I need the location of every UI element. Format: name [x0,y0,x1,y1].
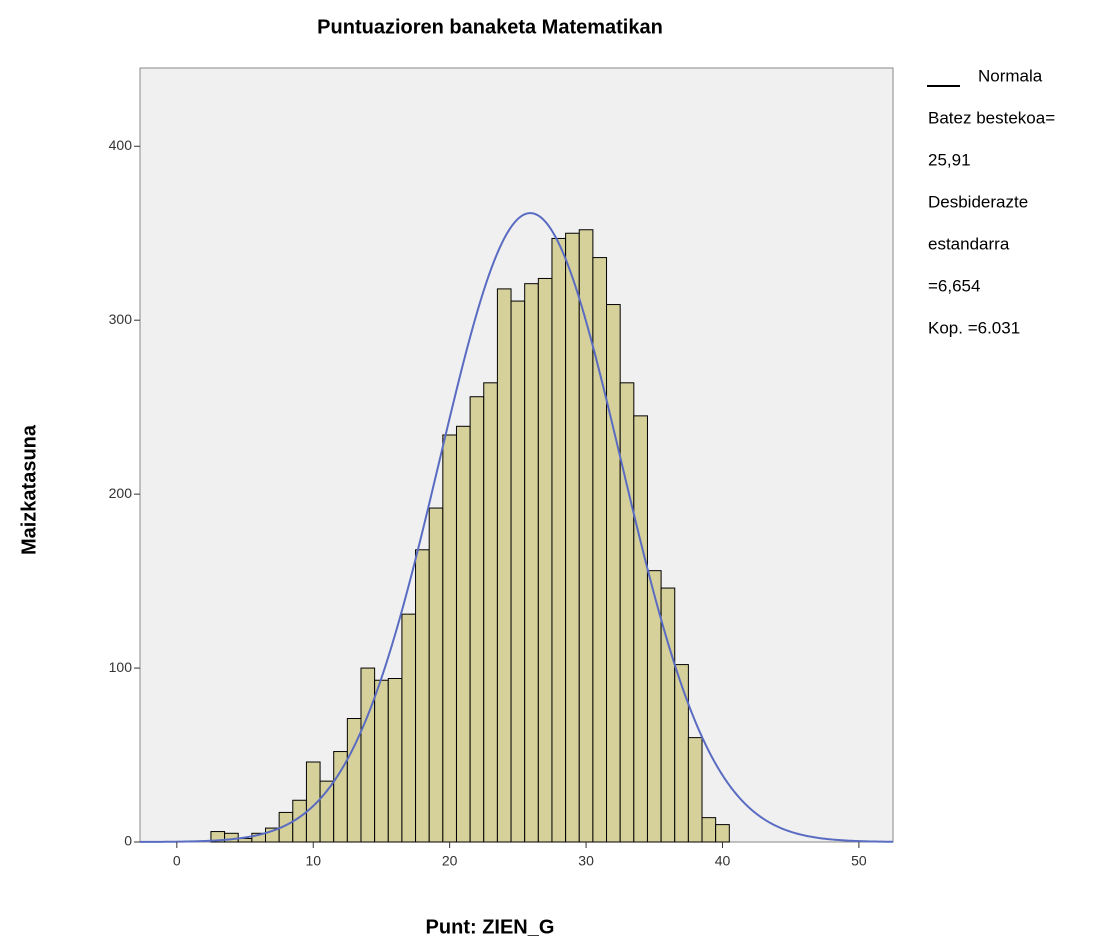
bar [360,667,376,843]
y-axis-title: Maizkatasuna [18,424,40,555]
legend-text: estandarra [928,234,1010,253]
bar [415,549,430,843]
y-tick-label: 200 [109,485,133,501]
bar [524,283,539,843]
x-tick-label: 0 [173,853,181,869]
y-tick-label: 300 [109,311,133,327]
legend-text: Desbiderazte [928,192,1028,211]
legend-text: Batez bestekoa= [928,108,1055,127]
bar [483,382,498,843]
x-tick-label: 50 [851,853,867,869]
normal-curve [139,212,894,843]
x-tick-label: 20 [442,853,458,869]
x-axis-title: Punt: ZIEN_G [426,916,555,938]
bar [428,507,444,843]
bar [674,664,689,843]
bar [510,300,526,843]
bar [633,415,648,843]
x-tick-label: 30 [578,853,594,869]
bar [715,824,730,843]
bar [387,678,403,843]
bar [687,737,703,843]
bar [592,257,608,843]
bar [619,382,635,843]
chart-title: Puntuazioren banaketa Matematikan [317,16,663,38]
bar [374,679,389,843]
y-tick-label: 100 [109,659,133,675]
bar [442,434,457,843]
bar [701,817,717,843]
bar [224,832,239,843]
bar [606,304,621,843]
bar [496,288,512,843]
bar [455,425,471,843]
bar [401,613,417,843]
bar [551,237,567,843]
legend-text: Normala [978,66,1043,85]
legend-text: =6,654 [928,276,980,295]
bar [565,232,580,843]
x-tick-label: 40 [715,853,731,869]
y-tick-label: 400 [109,137,133,153]
x-tick-label: 10 [305,853,321,869]
legend-text: Kop. =6.031 [928,318,1020,337]
bar [469,396,485,843]
y-tick-label: 0 [124,833,132,849]
bar [537,277,553,843]
legend-text: 25,91 [928,150,971,169]
